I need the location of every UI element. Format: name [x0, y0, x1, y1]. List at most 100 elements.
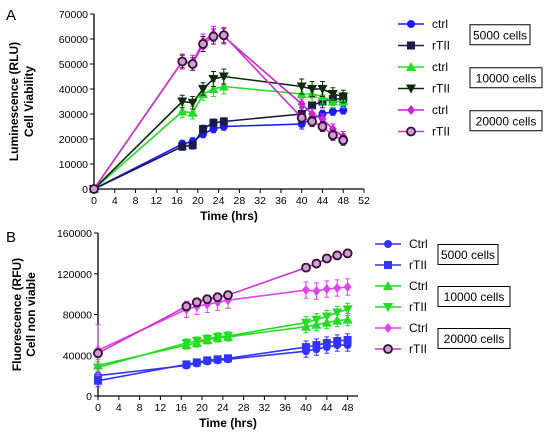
x-axis-label: Time (hrs)	[200, 209, 258, 223]
x-tick-label: 44	[317, 195, 329, 207]
x-tick-label: 40	[300, 402, 312, 414]
y-tick-label: 120000	[57, 269, 92, 281]
y-tick-label: 160000	[57, 228, 92, 240]
series-5	[90, 26, 348, 194]
data-point	[212, 292, 223, 303]
y-tick-label: 20000	[59, 134, 88, 146]
data-point	[332, 308, 343, 318]
series-6	[93, 248, 353, 359]
legend-marker	[383, 344, 393, 354]
data-point	[209, 118, 218, 127]
y-tick-label: 10000	[59, 159, 88, 171]
x-tick-label: 20	[196, 402, 208, 414]
legend-label: rTII	[409, 258, 427, 272]
data-point	[198, 39, 208, 49]
data-point	[311, 258, 322, 269]
x-tick-label: 44	[321, 402, 333, 414]
x-tick-label: 0	[91, 195, 97, 207]
x-tick-label: 8	[137, 402, 143, 414]
x-tick-label: 24	[217, 402, 229, 414]
x-tick-label: 36	[279, 402, 291, 414]
data-point	[191, 297, 202, 308]
data-point	[301, 262, 311, 273]
legend-label: Ctrl	[409, 321, 428, 335]
data-point	[208, 31, 219, 42]
series-2	[90, 92, 348, 193]
panel-a-legend: ctrl rTII ctrl rTII ctrl rTII 5000 cells 10000 …	[398, 17, 543, 139]
legend-group-box	[437, 244, 499, 265]
y-axis-label: Cell non viable	[24, 272, 38, 357]
x-tick-label: 48	[337, 195, 349, 207]
legend-marker	[407, 20, 415, 28]
legend-group-label: 5000 cells	[441, 248, 495, 262]
series-3	[89, 78, 349, 193]
data-point	[343, 281, 352, 292]
data-point	[93, 348, 103, 359]
panel-label: B	[6, 229, 16, 246]
data-point	[212, 332, 223, 342]
data-point	[218, 30, 229, 41]
legend-marker	[384, 261, 392, 269]
data-point	[312, 341, 321, 350]
data-point	[338, 135, 349, 146]
data-point	[198, 85, 209, 94]
series-line	[93, 34, 344, 190]
data-point	[312, 286, 321, 297]
x-tick-label: 0	[95, 402, 101, 414]
data-point	[177, 56, 188, 67]
y-tick-label: 40000	[59, 84, 88, 96]
data-point	[203, 356, 212, 365]
y-axis-label: Cell Viability	[22, 66, 36, 137]
panel-a-axes: A0 4 8 12 16 20 24 28 32 36 40 44 48 5201000020000300…	[6, 7, 370, 223]
data-point	[342, 314, 353, 324]
panel-label: A	[6, 7, 16, 24]
data-point	[307, 85, 318, 94]
data-point	[302, 343, 310, 352]
data-point	[342, 305, 353, 315]
y-tick-label: 0	[82, 184, 88, 196]
x-tick-label: 32	[254, 195, 266, 207]
legend-label: Ctrl	[409, 237, 428, 251]
data-point	[89, 184, 99, 194]
x-tick-label: 40	[296, 195, 308, 207]
y-tick-label: 60000	[59, 34, 88, 46]
data-point	[328, 107, 337, 116]
legend-marker	[407, 41, 415, 50]
legend-group-box	[469, 110, 543, 132]
x-tick-label: 16	[171, 195, 183, 207]
legend-label: rTII	[409, 300, 427, 314]
x-tick-label: 12	[155, 402, 167, 414]
data-point	[297, 99, 306, 109]
data-point	[308, 101, 317, 110]
data-point	[327, 90, 338, 99]
data-point	[307, 116, 317, 127]
data-point	[182, 360, 191, 369]
legend-label: ctrl	[432, 60, 448, 74]
series-line	[97, 344, 348, 377]
x-axis-label: Time (hrs)	[199, 416, 257, 430]
panel-b-legend: Ctrl rTII Ctrl rTII Ctrl rTII 5000 cells 10000 …	[375, 237, 511, 356]
data-point	[322, 339, 331, 348]
data-point	[188, 141, 197, 150]
data-point	[208, 75, 219, 84]
x-tick-label: 36	[275, 195, 287, 207]
x-tick-label: 32	[259, 402, 271, 414]
legend-group-label: 20000 cells	[476, 114, 537, 128]
x-tick-label: 48	[342, 402, 354, 414]
data-point	[218, 81, 229, 91]
legend-marker	[406, 126, 416, 137]
data-point	[327, 130, 338, 141]
data-point	[178, 142, 187, 151]
x-tick-label: 16	[175, 402, 187, 414]
x-tick-label: 4	[116, 402, 122, 414]
data-point	[321, 253, 332, 264]
legend-label: rTII	[432, 39, 450, 53]
legend-label: ctrl	[432, 103, 448, 117]
data-point	[224, 354, 232, 363]
series-2	[94, 333, 352, 388]
legend-label: rTII	[432, 82, 450, 96]
series-line	[93, 98, 344, 190]
data-point	[187, 98, 198, 108]
y-axis-label: Fluorescence (RFU)	[10, 258, 24, 371]
legend-marker	[407, 105, 415, 115]
